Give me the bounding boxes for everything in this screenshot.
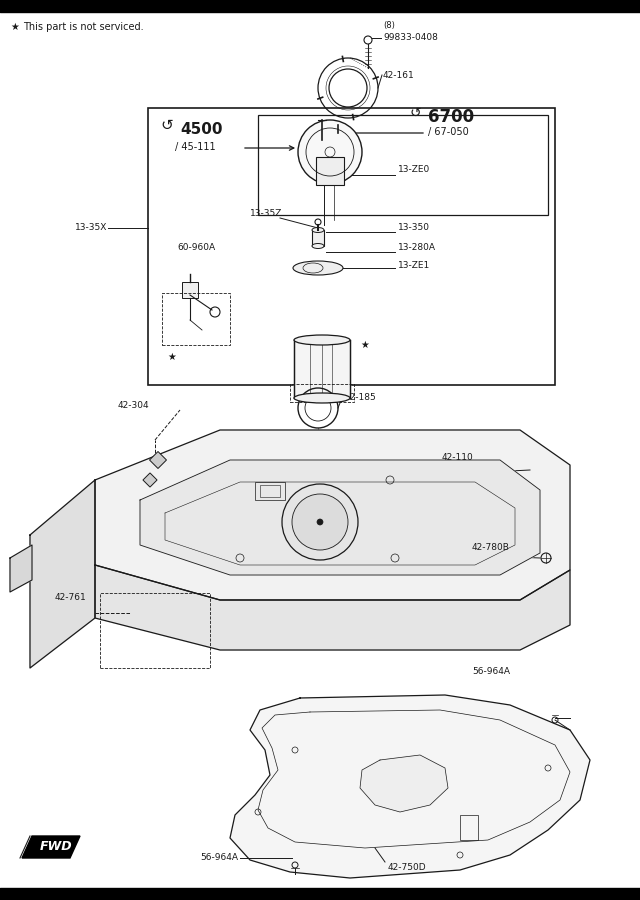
Bar [182, 282, 198, 298]
Circle shape [317, 519, 323, 525]
Text: (8): (8) [383, 21, 395, 30]
Text: 13-ZE1: 13-ZE1 [398, 260, 430, 269]
Text: / 45-111: / 45-111 [175, 142, 216, 152]
Text: 13-280A: 13-280A [398, 244, 436, 253]
Ellipse shape [293, 261, 343, 275]
Circle shape [292, 494, 348, 550]
Text: ↺: ↺ [161, 118, 173, 133]
Bar [143, 472, 157, 487]
Text: 13-350: 13-350 [398, 223, 430, 232]
Text: 42-304: 42-304 [118, 400, 150, 410]
Text: FWD: FWD [40, 841, 72, 853]
Polygon shape [294, 340, 350, 398]
Bar [258, 115, 548, 215]
Text: 42-780B: 42-780B [472, 544, 510, 553]
Text: 13-35Z: 13-35Z [250, 209, 282, 218]
Polygon shape [30, 480, 95, 668]
Text: 42-750D: 42-750D [388, 863, 427, 872]
Circle shape [282, 484, 358, 560]
Bar [255, 482, 285, 500]
Polygon shape [95, 430, 570, 600]
Text: 56-964A: 56-964A [472, 668, 510, 677]
Polygon shape [10, 545, 32, 592]
Ellipse shape [312, 244, 324, 248]
Text: / 67-050: / 67-050 [428, 127, 468, 137]
Text: 13-ZE0: 13-ZE0 [398, 166, 430, 175]
Polygon shape [140, 460, 540, 575]
Text: 42-161: 42-161 [383, 70, 415, 79]
Text: ★: ★ [167, 352, 176, 362]
Ellipse shape [312, 228, 324, 232]
Text: 13-35X: 13-35X [75, 223, 107, 232]
Text: 42-110: 42-110 [442, 454, 474, 463]
Circle shape [298, 120, 362, 184]
Text: 60-960A: 60-960A [177, 242, 215, 251]
Bar [162, 293, 230, 345]
Text: 56-964A: 56-964A [200, 853, 238, 862]
Bar [100, 593, 210, 668]
Text: ↺: ↺ [409, 106, 421, 120]
Polygon shape [22, 836, 80, 858]
Polygon shape [360, 755, 448, 812]
Text: 6700: 6700 [428, 108, 474, 126]
Bar [290, 384, 354, 402]
Text: ★: ★ [360, 340, 369, 350]
Text: This part is not serviced.: This part is not serviced. [23, 22, 143, 32]
Text: 99833-0408: 99833-0408 [383, 33, 438, 42]
Bar [150, 452, 166, 469]
Polygon shape [230, 695, 590, 878]
Bar [260, 485, 280, 497]
Circle shape [364, 36, 372, 44]
Ellipse shape [294, 393, 350, 403]
Bar [312, 230, 324, 246]
Bar [460, 815, 478, 840]
Polygon shape [95, 565, 570, 650]
Bar [148, 108, 555, 385]
Text: 42-185: 42-185 [345, 393, 377, 402]
Ellipse shape [294, 335, 350, 345]
Bar [316, 157, 344, 185]
Text: 4500: 4500 [180, 122, 223, 138]
Text: 42-761: 42-761 [55, 593, 87, 602]
Text: ★: ★ [10, 22, 19, 32]
